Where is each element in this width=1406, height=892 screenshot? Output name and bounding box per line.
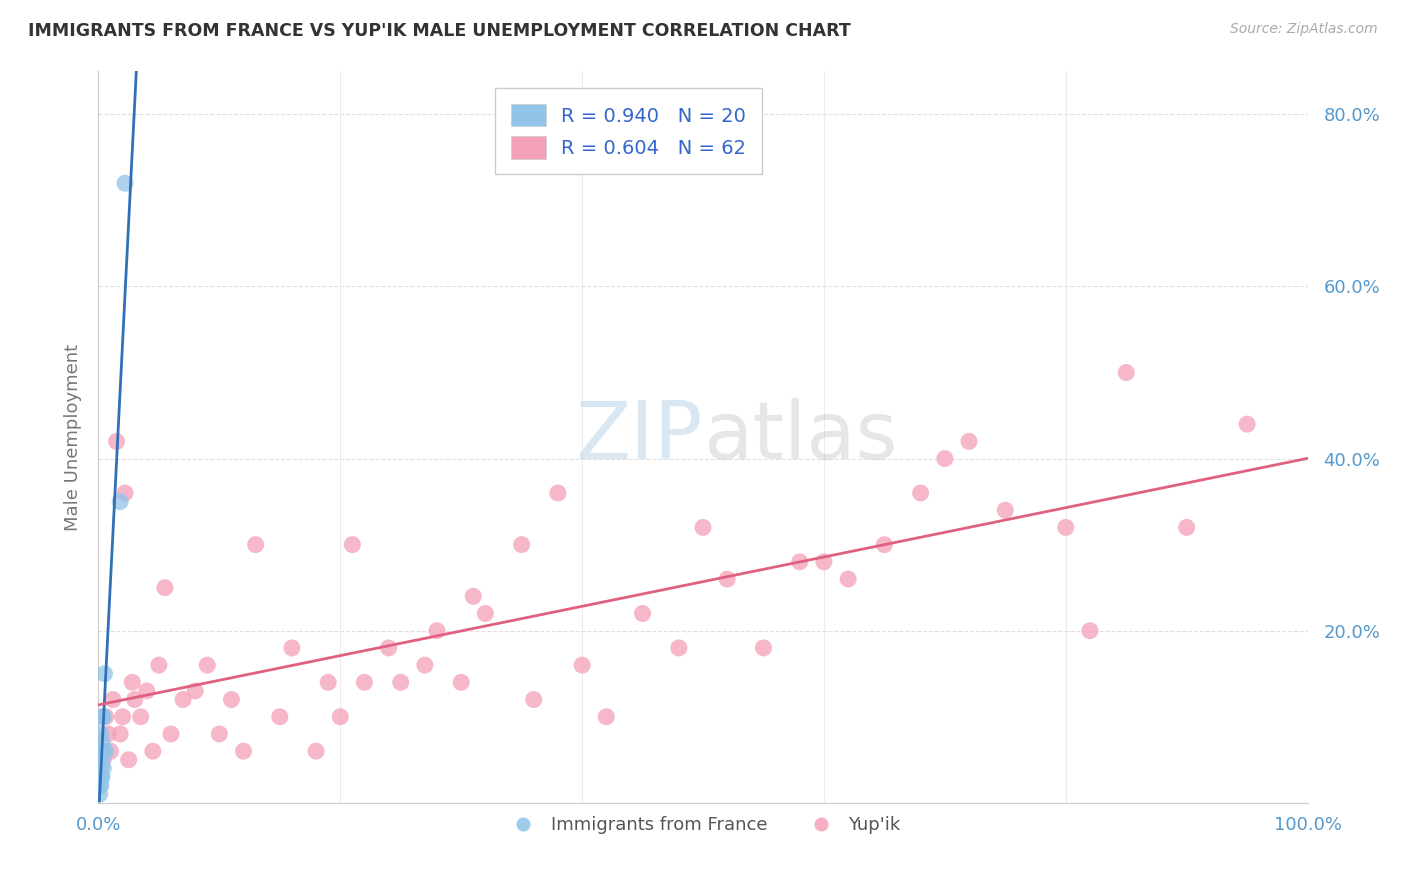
Point xyxy=(450,675,472,690)
Point xyxy=(172,692,194,706)
Text: IMMIGRANTS FROM FRANCE VS YUP'IK MALE UNEMPLOYMENT CORRELATION CHART: IMMIGRANTS FROM FRANCE VS YUP'IK MALE UN… xyxy=(28,22,851,40)
Point xyxy=(135,684,157,698)
Point xyxy=(93,666,115,681)
Point xyxy=(716,572,738,586)
Point xyxy=(789,555,811,569)
Point xyxy=(89,787,111,801)
Point xyxy=(160,727,183,741)
Text: Source: ZipAtlas.com: Source: ZipAtlas.com xyxy=(1230,22,1378,37)
Point xyxy=(523,692,546,706)
Point xyxy=(316,675,339,690)
Point xyxy=(631,607,654,621)
Point xyxy=(595,710,617,724)
Point xyxy=(100,744,122,758)
Point xyxy=(1236,417,1258,432)
Point xyxy=(91,753,114,767)
Point xyxy=(934,451,956,466)
Point xyxy=(148,658,170,673)
Point xyxy=(910,486,932,500)
Point xyxy=(873,538,896,552)
Point xyxy=(184,684,207,698)
Point xyxy=(329,710,352,724)
Point xyxy=(94,710,117,724)
Point xyxy=(91,770,114,784)
Point xyxy=(957,434,980,449)
Point xyxy=(281,640,304,655)
Point xyxy=(571,658,593,673)
Point xyxy=(114,176,136,190)
Point xyxy=(221,692,243,706)
Point xyxy=(91,710,114,724)
Point xyxy=(124,692,146,706)
Text: atlas: atlas xyxy=(703,398,897,476)
Point xyxy=(89,744,111,758)
Point xyxy=(463,589,485,603)
Point xyxy=(91,744,114,758)
Point xyxy=(413,658,436,673)
Point xyxy=(208,727,231,741)
Point xyxy=(1078,624,1101,638)
Point xyxy=(195,658,218,673)
Point xyxy=(94,744,117,758)
Point xyxy=(1054,520,1077,534)
Point xyxy=(91,710,114,724)
Point xyxy=(232,744,254,758)
Point xyxy=(101,692,124,706)
Point xyxy=(91,761,114,775)
Point xyxy=(91,753,114,767)
Point xyxy=(108,727,131,741)
Point xyxy=(837,572,859,586)
Point xyxy=(89,779,111,793)
Point xyxy=(353,675,375,690)
Point xyxy=(90,770,112,784)
Point xyxy=(269,710,291,724)
Point xyxy=(426,624,449,638)
Point xyxy=(91,735,114,749)
Point xyxy=(692,520,714,534)
Point xyxy=(510,538,533,552)
Point xyxy=(90,727,112,741)
Point xyxy=(377,640,399,655)
Point xyxy=(1115,366,1137,380)
Point xyxy=(114,486,136,500)
Point xyxy=(121,675,143,690)
Point xyxy=(90,744,112,758)
Legend: Immigrants from France, Yup'ik: Immigrants from France, Yup'ik xyxy=(498,809,908,841)
Point xyxy=(547,486,569,500)
Point xyxy=(129,710,152,724)
Point xyxy=(105,434,128,449)
Point xyxy=(118,753,141,767)
Point xyxy=(97,727,120,741)
Point xyxy=(305,744,328,758)
Point xyxy=(1175,520,1198,534)
Point xyxy=(752,640,775,655)
Point xyxy=(813,555,835,569)
Point xyxy=(342,538,364,552)
Text: ZIP: ZIP xyxy=(575,398,703,476)
Point xyxy=(90,761,112,775)
Y-axis label: Male Unemployment: Male Unemployment xyxy=(63,343,82,531)
Point xyxy=(994,503,1017,517)
Point xyxy=(245,538,267,552)
Point xyxy=(153,581,176,595)
Point xyxy=(108,494,131,508)
Point xyxy=(111,710,134,724)
Point xyxy=(389,675,412,690)
Point xyxy=(474,607,496,621)
Point xyxy=(668,640,690,655)
Point xyxy=(142,744,165,758)
Point xyxy=(90,779,112,793)
Point xyxy=(89,770,111,784)
